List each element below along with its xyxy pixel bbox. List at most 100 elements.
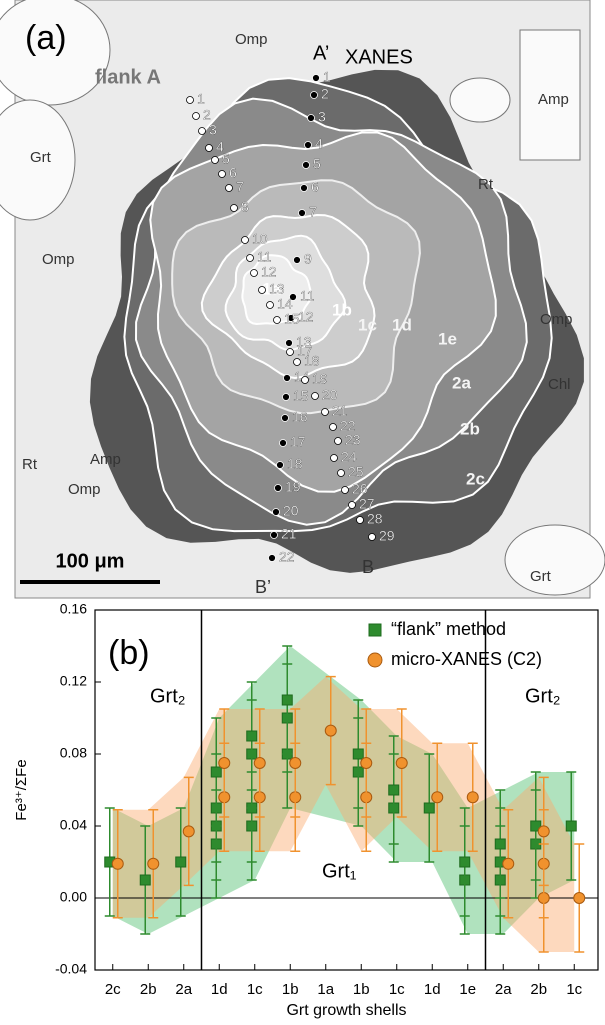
traverse-point	[282, 415, 289, 422]
point-label: 1	[197, 91, 205, 107]
traverse-point	[303, 162, 310, 169]
point	[467, 792, 478, 803]
traverse-point	[338, 470, 345, 477]
x-tick-label: 2a	[495, 981, 512, 998]
point	[424, 803, 434, 813]
traverse-label: flank A	[95, 66, 161, 88]
point	[389, 785, 399, 795]
point-label: 26	[352, 481, 368, 497]
traverse-label: B’	[255, 577, 271, 597]
point-label: 7	[236, 179, 244, 195]
point-label: 19	[312, 371, 328, 387]
traverse-point	[187, 97, 194, 104]
mineral-label: Amp	[90, 451, 121, 468]
point-label: 8	[241, 199, 249, 215]
traverse-point	[267, 302, 274, 309]
point-label: 18	[287, 456, 303, 472]
y-tick-label: 0.00	[60, 889, 87, 905]
zone-label: 2a	[452, 373, 471, 392]
traverse-point	[274, 317, 281, 324]
traverse-point	[193, 113, 200, 120]
scale-label: 100 μm	[56, 550, 125, 572]
point	[325, 725, 336, 736]
x-tick-label: 1c	[247, 981, 263, 998]
point	[566, 821, 576, 831]
point-label: 7	[309, 204, 317, 220]
point-label: 18	[304, 353, 320, 369]
panel-label: (a)	[25, 19, 67, 57]
point-label: 5	[313, 156, 321, 172]
traverse-point	[286, 340, 293, 347]
zone-label: 1e	[438, 329, 457, 348]
x-tick-label: 1d	[211, 981, 228, 998]
point-label: 11	[257, 249, 272, 265]
point-label: 3	[209, 122, 217, 138]
point-label: 17	[290, 434, 306, 450]
traverse-point	[299, 210, 306, 217]
point	[353, 749, 363, 759]
point	[503, 858, 514, 869]
y-tick-label: 0.08	[60, 745, 87, 761]
traverse-point	[199, 128, 206, 135]
traverse-point	[349, 502, 356, 509]
point-label: 4	[315, 136, 323, 152]
traverse-point	[294, 359, 301, 366]
point-label: 12	[261, 264, 277, 280]
mineral-label: Chl	[548, 376, 571, 393]
zone-label: 2c	[466, 469, 485, 488]
traverse-point	[251, 270, 258, 277]
annotation: Grt₁	[322, 860, 357, 882]
zone-label: 1d	[392, 315, 412, 334]
point	[247, 731, 257, 741]
point	[460, 857, 470, 867]
traverse-point	[294, 257, 301, 264]
point-label: 13	[269, 281, 285, 297]
mineral-label: Rt	[478, 176, 494, 193]
point-label: 2	[203, 107, 211, 123]
point-label: 1	[323, 69, 331, 85]
traverse-point	[313, 75, 320, 82]
point	[361, 758, 372, 769]
legend-label: “flank” method	[391, 619, 506, 639]
traverse-point	[231, 205, 238, 212]
point-label: 23	[345, 432, 361, 448]
grain	[505, 525, 605, 595]
traverse-point	[284, 375, 291, 382]
point	[183, 826, 194, 837]
traverse-point	[269, 555, 276, 562]
point-label: 25	[348, 464, 364, 480]
traverse-point	[331, 455, 338, 462]
point	[176, 857, 186, 867]
point	[396, 758, 407, 769]
panel-label: (b)	[108, 634, 150, 672]
point	[538, 826, 549, 837]
traverse-point	[369, 534, 376, 541]
point-label: 29	[379, 528, 395, 544]
traverse-point	[273, 509, 280, 516]
traverse-point	[301, 185, 308, 192]
mineral-label: Rt	[22, 456, 38, 473]
x-tick-label: 2b	[140, 981, 157, 998]
mineral-label: Grt	[530, 568, 552, 585]
traverse-point	[335, 438, 342, 445]
traverse-point	[242, 237, 249, 244]
traverse-point	[311, 92, 318, 99]
x-tick-label: 2b	[530, 981, 547, 998]
zone-label: 2b	[460, 419, 480, 438]
point	[574, 893, 585, 904]
point-label: 12	[298, 309, 314, 325]
traverse-point	[308, 115, 315, 122]
point-label: 10	[252, 231, 268, 247]
mineral-label: Amp	[538, 91, 569, 108]
x-tick-label: 2c	[105, 981, 121, 998]
y-tick-label: -0.04	[55, 961, 87, 977]
traverse-point	[322, 409, 329, 416]
traverse-point	[280, 440, 287, 447]
point-label: 21	[281, 526, 297, 542]
point-label: 3	[318, 109, 326, 125]
x-tick-label: 1c	[566, 981, 582, 998]
point	[148, 858, 159, 869]
traverse-label: B	[362, 557, 374, 577]
traverse-point	[206, 145, 213, 152]
point-label: 16	[292, 409, 308, 425]
